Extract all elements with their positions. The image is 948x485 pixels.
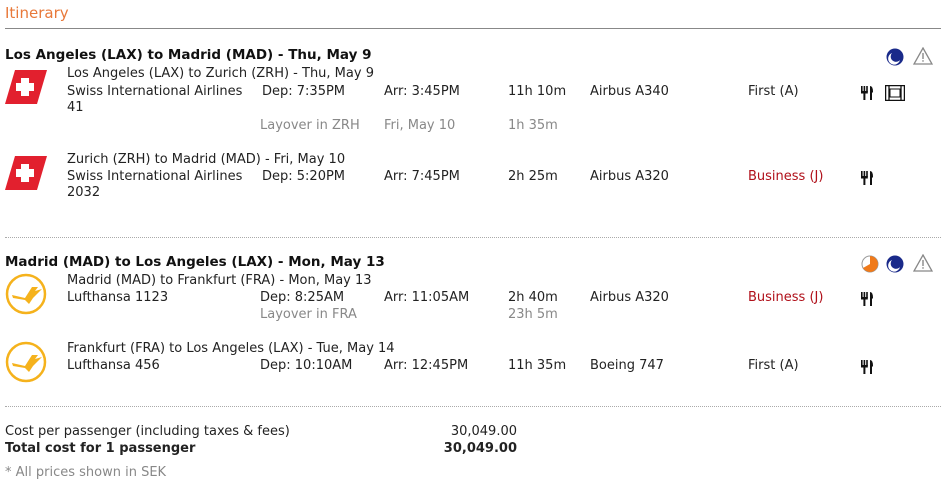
airline-name: Swiss International Airlines [67, 169, 243, 184]
warning-icon[interactable] [913, 254, 933, 273]
aircraft: Airbus A320 [590, 169, 669, 184]
currency-note: * All prices shown in SEK [5, 465, 167, 480]
flight-duration: 2h 25m [508, 169, 558, 184]
layover-date: Fri, May 10 [384, 118, 456, 133]
flight-duration: 11h 10m [508, 84, 567, 99]
cabin-class: Business (J) [748, 290, 824, 305]
page-title: Itinerary [5, 4, 69, 22]
layover-duration: 23h 5m [508, 307, 558, 322]
departure-time: Dep: 7:35PM [262, 84, 346, 99]
layover-label: Layover in FRA [260, 307, 357, 322]
airline-name: Swiss International Airlines [67, 84, 243, 99]
flight-segment: Zurich (ZRH) to Madrid (MAD) - Fri, May … [0, 152, 948, 232]
film-icon [885, 85, 905, 101]
swiss-logo [5, 70, 47, 104]
flight-segment: Los Angeles (LAX) to Zurich (ZRH) - Thu,… [0, 66, 948, 146]
segment-route: Madrid (MAD) to Frankfurt (FRA) - Mon, M… [67, 273, 372, 288]
lufthansa-logo [5, 341, 47, 383]
airline-name: Lufthansa 456 [67, 358, 160, 373]
journey-header: Madrid (MAD) to Los Angeles (LAX) - Mon,… [5, 254, 385, 270]
night-icon [886, 48, 904, 66]
cabin-class: Business (J) [748, 169, 824, 184]
aircraft: Airbus A340 [590, 84, 669, 99]
total-cost-label: Total cost for 1 passenger [5, 441, 196, 456]
airline-name: Lufthansa 1123 [67, 290, 169, 305]
aircraft: Airbus A320 [590, 290, 669, 305]
flight-duration: 11h 35m [508, 358, 567, 373]
title-divider [5, 28, 941, 29]
night-icon [886, 255, 904, 273]
layover-duration: 1h 35m [508, 118, 558, 133]
cost-per-passenger-label: Cost per passenger (including taxes & fe… [5, 424, 290, 439]
segment-route: Frankfurt (FRA) to Los Angeles (LAX) - T… [67, 341, 395, 356]
journey-divider [5, 237, 941, 238]
total-cost-value: 30,049.00 [443, 441, 517, 456]
partial-night-icon [861, 255, 879, 273]
flight-segment: Madrid (MAD) to Frankfurt (FRA) - Mon, M… [0, 273, 948, 353]
meal-icon [861, 86, 873, 100]
aircraft: Boeing 747 [590, 358, 664, 373]
layover-label: Layover in ZRH [260, 118, 360, 133]
swiss-logo [5, 156, 47, 190]
warning-icon[interactable] [913, 47, 933, 66]
arrival-time: Arr: 3:45PM [384, 84, 460, 99]
arrival-time: Arr: 11:05AM [384, 290, 470, 305]
meal-icon [861, 171, 873, 185]
segment-route: Los Angeles (LAX) to Zurich (ZRH) - Thu,… [67, 66, 374, 81]
flight-number: 2032 [67, 185, 101, 200]
arrival-time: Arr: 12:45PM [384, 358, 469, 373]
flight-segment: Frankfurt (FRA) to Los Angeles (LAX) - T… [0, 341, 948, 421]
departure-time: Dep: 5:20PM [262, 169, 346, 184]
lufthansa-logo [5, 273, 47, 315]
departure-time: Dep: 10:10AM [260, 358, 353, 373]
cost-per-passenger-value: 30,049.00 [450, 424, 517, 439]
cost-divider [5, 406, 941, 407]
flight-duration: 2h 40m [508, 290, 558, 305]
journey-header: Los Angeles (LAX) to Madrid (MAD) - Thu,… [5, 47, 372, 63]
cabin-class: First (A) [748, 358, 799, 373]
flight-number: 41 [67, 100, 84, 115]
segment-route: Zurich (ZRH) to Madrid (MAD) - Fri, May … [67, 152, 346, 167]
cabin-class: First (A) [748, 84, 799, 99]
meal-icon [861, 292, 873, 306]
arrival-time: Arr: 7:45PM [384, 169, 460, 184]
departure-time: Dep: 8:25AM [260, 290, 345, 305]
meal-icon [861, 360, 873, 374]
